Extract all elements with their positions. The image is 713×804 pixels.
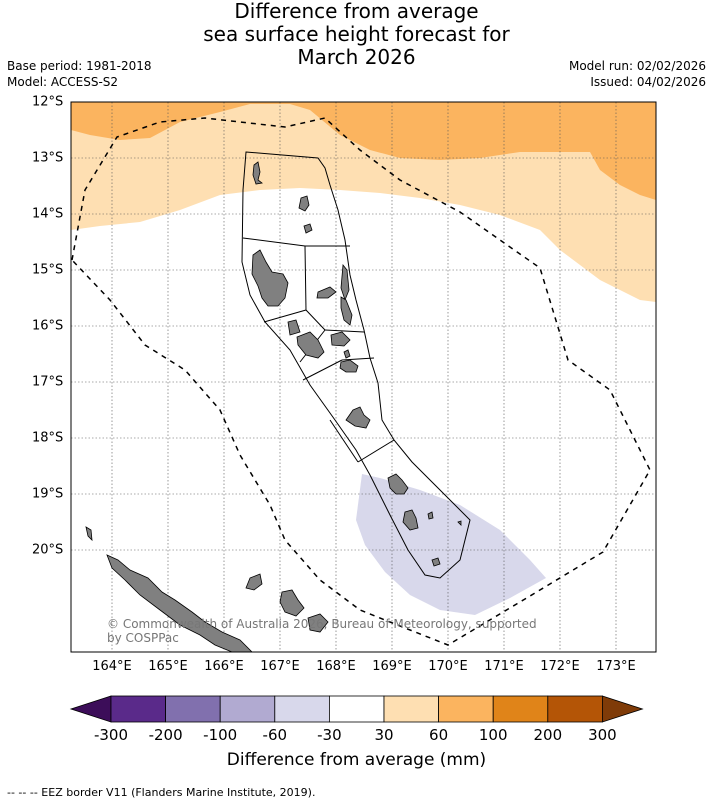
lon-label: 172°E xyxy=(540,659,580,674)
lat-label: 12°S xyxy=(32,94,64,110)
eez-border xyxy=(71,117,651,646)
colorbar-segment xyxy=(492,695,549,723)
lon-label: 170°E xyxy=(428,659,468,674)
anomaly-region-neg-30-60 xyxy=(356,474,546,615)
vanuatu-islands xyxy=(251,161,462,567)
colorbar-tick-label: -300 xyxy=(93,726,129,744)
colorbar-segment xyxy=(274,695,330,723)
colorbar-tick-label: 60 xyxy=(429,726,449,744)
colorbar-extend-min xyxy=(69,695,112,723)
lat-label: 13°S xyxy=(32,150,64,166)
graticule xyxy=(71,102,656,652)
eez-legend-note: -- -- -- EEZ border V11 (Flanders Marine… xyxy=(7,786,316,799)
title-line-1: Difference from average xyxy=(234,0,479,23)
colorbar-tick-label: -60 xyxy=(262,726,288,744)
lat-label: 20°S xyxy=(32,542,64,558)
map-plot-area xyxy=(71,102,656,652)
base-period: Base period: 1981-2018 xyxy=(7,59,152,73)
lon-label: 164°E xyxy=(92,659,132,674)
colorbar-segment xyxy=(328,695,385,723)
lon-label: 165°E xyxy=(148,659,188,674)
anomaly-region-60-100 xyxy=(71,102,656,200)
lon-label: 167°E xyxy=(260,659,300,674)
colorbar-tick-label: 200 xyxy=(533,726,563,744)
colorbar-tick-label: 30 xyxy=(374,726,394,744)
meta-right: Model run: 02/02/2026 Issued: 04/02/2026 xyxy=(569,58,706,90)
colorbar-tick-label: -100 xyxy=(203,726,238,744)
chart-title: Difference from average sea surface heig… xyxy=(0,0,713,69)
lat-label: 17°S xyxy=(32,374,64,390)
colorbar xyxy=(69,695,644,723)
colorbar-tick-label: 100 xyxy=(478,726,508,744)
lat-label: 18°S xyxy=(32,430,64,446)
colorbar-segment xyxy=(110,695,166,723)
colorbar-segment xyxy=(165,695,221,723)
model-name: Model: ACCESS-S2 xyxy=(7,75,119,89)
lon-label: 168°E xyxy=(316,659,356,674)
lon-label: 166°E xyxy=(204,659,244,674)
colorbar-segment xyxy=(219,695,276,723)
new-caledonia-islands xyxy=(85,526,329,652)
lon-label: 173°E xyxy=(596,659,636,674)
copyright-notice: © Commonwealth of Australia 2026, Bureau… xyxy=(107,617,537,645)
colorbar-tick-label: -30 xyxy=(317,726,342,744)
colorbar-tick-label: 300 xyxy=(588,726,617,744)
colorbar-segment xyxy=(438,695,494,723)
colorbar-segment xyxy=(383,695,439,723)
colorbar-segment xyxy=(547,695,603,723)
meta-left: Base period: 1981-2018 Model: ACCESS-S2 xyxy=(7,58,152,90)
lat-label: 16°S xyxy=(32,318,64,334)
issued-date: Issued: 04/02/2026 xyxy=(590,75,706,89)
lon-label: 171°E xyxy=(484,659,524,674)
colorbar-tick-label: -200 xyxy=(148,726,183,744)
lon-label: 169°E xyxy=(372,659,412,674)
lat-label: 15°S xyxy=(32,262,64,278)
colorbar-extend-max xyxy=(602,695,644,723)
model-run: Model run: 02/02/2026 xyxy=(568,59,706,73)
colorbar-label: Difference from average (mm) xyxy=(226,750,487,770)
province-boundaries xyxy=(241,151,471,579)
title-line-3: March 2026 xyxy=(297,45,416,69)
lat-label: 19°S xyxy=(32,486,64,502)
title-line-2: sea surface height forecast for xyxy=(203,22,510,46)
lat-label: 14°S xyxy=(32,206,64,222)
map-frame xyxy=(70,101,657,653)
